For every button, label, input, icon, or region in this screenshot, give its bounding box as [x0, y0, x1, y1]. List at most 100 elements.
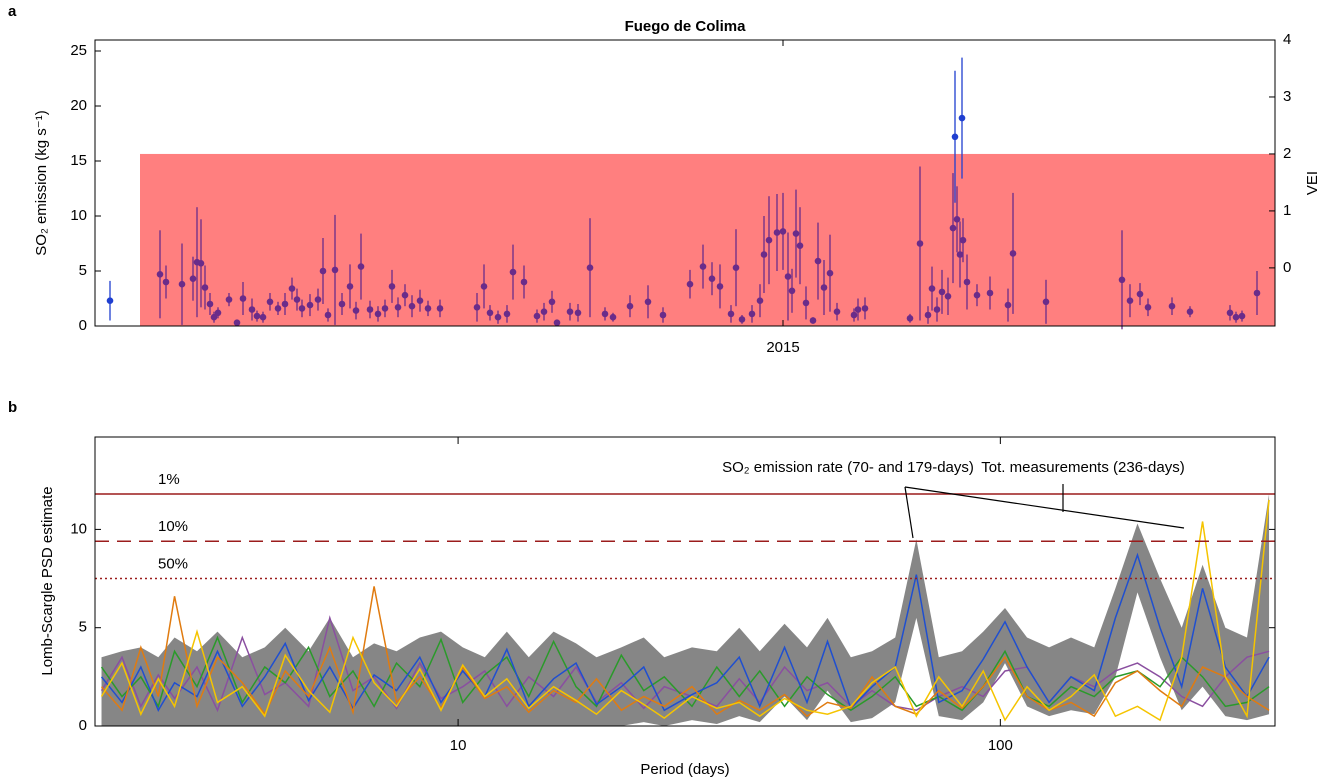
- data-point: [716, 283, 724, 290]
- data-point: [833, 308, 841, 316]
- data-point: [951, 133, 959, 141]
- data-point: [802, 299, 810, 307]
- data-point: [850, 311, 858, 319]
- y-tick-label: 25: [70, 42, 87, 59]
- data-point: [959, 236, 967, 244]
- data-point: [314, 296, 322, 303]
- data-point: [796, 242, 804, 249]
- spectrum-line: [100, 552, 1270, 712]
- data-point: [248, 306, 256, 313]
- data-point: [826, 269, 834, 277]
- data-point: [958, 114, 966, 122]
- y-tick-label: 10: [70, 207, 87, 224]
- y2-axis-label: VEI: [1304, 171, 1321, 195]
- data-point: [352, 307, 360, 314]
- data-point: [520, 278, 528, 286]
- x-axis-label: Period (days): [640, 761, 729, 778]
- data-point: [906, 315, 914, 322]
- data-point: [1253, 289, 1261, 297]
- data-point: [1009, 250, 1017, 257]
- data-point: [738, 316, 746, 323]
- data-point: [288, 285, 296, 292]
- data-point: [953, 216, 961, 223]
- data-point: [928, 285, 936, 292]
- chart-title: Fuego de Colima: [625, 18, 747, 35]
- data-point: [408, 302, 416, 310]
- data-point: [973, 291, 981, 299]
- data-point: [374, 310, 382, 318]
- data-point: [494, 313, 502, 321]
- data-point: [201, 284, 209, 291]
- data-point: [206, 300, 214, 308]
- data-point: [424, 305, 432, 312]
- panel-label: b: [8, 399, 17, 416]
- data-point: [416, 297, 424, 305]
- x-tick-label: 2015: [766, 339, 799, 356]
- y-tick-label: 0: [79, 317, 87, 334]
- data-point: [233, 319, 241, 327]
- data-point: [486, 309, 494, 317]
- data-point: [699, 263, 707, 270]
- data-point: [473, 304, 481, 311]
- data-point: [574, 309, 582, 317]
- data-point: [933, 306, 941, 313]
- data-point: [357, 263, 365, 270]
- panel-a: 0 5 10 15 20 25 0 1 2 3 4 2015: [70, 31, 1291, 356]
- data-point: [106, 297, 114, 305]
- data-point: [214, 309, 222, 317]
- threshold-label: 1%: [158, 471, 180, 488]
- data-point: [210, 313, 218, 321]
- spectrum-line: [100, 499, 1270, 722]
- data-point: [480, 283, 488, 290]
- data-point: [727, 310, 735, 318]
- arrow: [904, 486, 1185, 529]
- data-point: [503, 310, 511, 318]
- data-point: [586, 264, 594, 272]
- data-point: [306, 301, 314, 309]
- data-point: [820, 284, 828, 291]
- data-point: [1118, 276, 1126, 284]
- panel-b: 1% 10% 50% 0 5 10 10 100: [70, 437, 1275, 754]
- data-point: [331, 266, 339, 274]
- data-point: [1226, 309, 1234, 317]
- y-axis-label: Lomb-Scargle PSD estimate: [39, 486, 56, 675]
- data-point: [566, 308, 574, 316]
- data-point: [319, 267, 327, 275]
- data-point: [293, 296, 301, 303]
- data-point: [162, 278, 170, 286]
- data-point: [1004, 301, 1012, 309]
- data-point: [366, 306, 374, 313]
- data-point: [197, 260, 205, 267]
- annotation: Tot. measurements (236-days): [981, 459, 1184, 476]
- data-point: [388, 283, 396, 290]
- threshold-label: 10%: [158, 518, 188, 535]
- data-point: [732, 264, 740, 272]
- data-point: [626, 302, 634, 310]
- data-point: [854, 306, 862, 313]
- data-point: [963, 278, 971, 286]
- data-point: [274, 305, 282, 312]
- y-axis-label: SO₂ emission (kg s⁻¹): [33, 110, 50, 255]
- data-point: [748, 310, 756, 318]
- data-point: [394, 304, 402, 311]
- y2-tick-label: 4: [1283, 31, 1291, 48]
- data-point: [916, 240, 924, 247]
- data-point: [779, 228, 787, 235]
- data-point: [156, 271, 164, 278]
- y-tick-label: 15: [70, 152, 87, 169]
- y2-tick-label: 0: [1283, 259, 1291, 276]
- data-point: [949, 224, 957, 232]
- data-point: [346, 283, 354, 290]
- data-point: [436, 305, 444, 312]
- arrow: [904, 486, 914, 539]
- data-point: [1168, 302, 1176, 310]
- data-point: [924, 311, 932, 319]
- data-point: [756, 297, 764, 305]
- data-point: [253, 312, 261, 320]
- data-point: [266, 298, 274, 306]
- data-point: [189, 275, 197, 283]
- data-point: [281, 300, 289, 308]
- data-point: [298, 305, 306, 312]
